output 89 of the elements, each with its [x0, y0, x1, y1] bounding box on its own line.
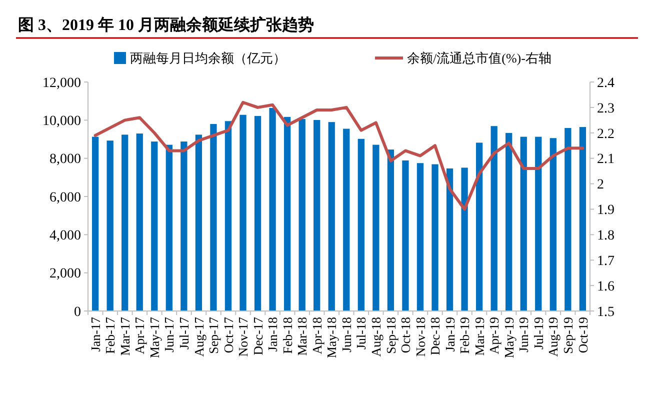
bar	[122, 134, 128, 311]
y-tick-label: 4,000	[50, 228, 81, 244]
bar	[358, 138, 364, 311]
x-tick-label: Sep-19	[560, 317, 576, 354]
bar	[328, 122, 335, 311]
y2-tick-label: 1.6	[597, 279, 614, 294]
bar	[402, 160, 409, 311]
bar	[476, 142, 483, 311]
legend-label: 两融每月日均余额（亿元）	[130, 50, 286, 66]
chart-title: 图 3、2019 年 10 月两融余额延续扩张趋势	[18, 16, 314, 34]
y2-tick-label: 1.9	[597, 203, 614, 218]
y2-tick-label: 1.8	[597, 228, 614, 244]
x-tick-label: Nov-18	[412, 317, 428, 357]
x-tick-label: Oct-19	[575, 317, 590, 354]
bar	[446, 168, 454, 311]
x-tick-label: Jul-19	[530, 317, 546, 350]
y-tick-label: 10,000	[42, 114, 81, 130]
bar	[387, 150, 394, 311]
y2-tick-label: 2	[597, 178, 604, 193]
bar	[92, 136, 99, 311]
bar	[461, 168, 468, 311]
x-tick-label: Aug-18	[368, 317, 384, 357]
x-tick-label: Jun-17	[162, 316, 177, 352]
x-tick-label: Sep-17	[206, 316, 222, 354]
x-tick-label: Feb-19	[457, 317, 472, 354]
bar	[195, 134, 202, 311]
bar	[314, 120, 320, 311]
y-tick-label: 8,000	[50, 152, 81, 168]
bar	[166, 144, 172, 311]
y2-tick-label: 2.1	[597, 152, 614, 168]
line-series	[94, 100, 584, 211]
x-tick-label: Jan-17	[88, 316, 103, 352]
x-tick-label: Aug-17	[191, 316, 206, 357]
bar	[520, 136, 527, 311]
bar	[564, 128, 572, 311]
bar	[180, 142, 188, 311]
x-tick-label: Apr-17	[132, 316, 148, 354]
x-tick-label: Apr-19	[486, 317, 502, 354]
y-tick-label: 12,000	[42, 76, 81, 91]
x-tick-label: Mar-17	[117, 316, 132, 356]
y2-tick-label: 2.2	[597, 126, 614, 142]
x-tick-label: Apr-18	[309, 317, 324, 354]
x-tick-label: Dec-18	[428, 317, 443, 356]
y2-tick-label: 1.7	[597, 254, 614, 270]
x-tick-label: Jun-18	[338, 317, 354, 352]
x-tick-label: Aug-19	[546, 317, 561, 357]
bar	[579, 127, 586, 311]
x-tick-label: Nov-17	[236, 316, 251, 357]
bar	[240, 114, 246, 311]
bar	[490, 126, 498, 311]
y2-tick-label: 2.3	[597, 101, 614, 116]
bar	[254, 116, 262, 311]
bar	[506, 132, 512, 311]
bar	[106, 140, 114, 311]
x-tick-label: Jul-17	[176, 316, 192, 350]
bar	[372, 144, 380, 311]
bar	[269, 108, 276, 311]
x-tick-label: Mar-18	[294, 317, 310, 356]
bar	[343, 128, 350, 311]
x-tick-label: May-18	[324, 317, 340, 358]
bar	[210, 124, 217, 311]
y-tick-label: 2,000	[50, 266, 81, 282]
x-tick-label: May-17	[146, 316, 162, 358]
x-tick-label: Mar-19	[472, 317, 487, 356]
x-tick-label: Oct-17	[220, 316, 236, 354]
bar	[298, 119, 306, 311]
y-tick-label: 0	[74, 304, 81, 320]
y-tick-label: 6,000	[50, 190, 81, 206]
x-tick-label: Oct-18	[398, 317, 414, 354]
bar	[136, 134, 143, 311]
bar	[151, 142, 158, 311]
x-tick-label: Jun-19	[516, 317, 532, 352]
legend-label: 余额/流通总市值(%)-右轴	[407, 50, 552, 66]
bar	[416, 163, 424, 311]
bar	[284, 116, 291, 311]
bar	[432, 164, 438, 311]
x-tick-label: Sep-18	[383, 317, 398, 354]
bar	[535, 136, 542, 311]
x-tick-label: Jan-19	[442, 317, 458, 352]
x-tick-label: Jul-18	[354, 317, 369, 350]
x-tick-label: May-19	[501, 317, 516, 358]
y2-tick-label: 2.4	[597, 76, 614, 91]
bar	[224, 121, 232, 311]
x-tick-label: Feb-17	[102, 316, 118, 354]
y2-tick-label: 1.5	[597, 304, 614, 320]
x-tick-label: Jan-18	[265, 317, 280, 352]
x-tick-label: Feb-18	[280, 317, 295, 354]
bar	[550, 138, 556, 311]
x-tick-label: Dec-17	[250, 316, 266, 356]
